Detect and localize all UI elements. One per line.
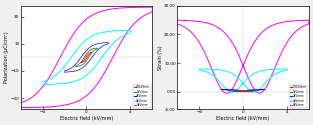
X-axis label: Electric field (kV/mm): Electric field (kV/mm) — [217, 116, 270, 121]
Legend: 0.5kV/mm, 1kV/mm, 2kV/mm, 4kV/mm, 6kV/mm: 0.5kV/mm, 1kV/mm, 2kV/mm, 4kV/mm, 6kV/mm — [133, 85, 151, 108]
X-axis label: Electric field (kV/mm): Electric field (kV/mm) — [60, 116, 113, 121]
Legend: 0.5kV/mm, 1kV/mm, 2kV/mm, 4kV/mm, 6kV/mm: 0.5kV/mm, 1kV/mm, 2kV/mm, 4kV/mm, 6kV/mm — [290, 85, 307, 108]
Y-axis label: Strain (%): Strain (%) — [158, 45, 163, 70]
Y-axis label: Polarization (μC/cm²): Polarization (μC/cm²) — [4, 32, 9, 83]
